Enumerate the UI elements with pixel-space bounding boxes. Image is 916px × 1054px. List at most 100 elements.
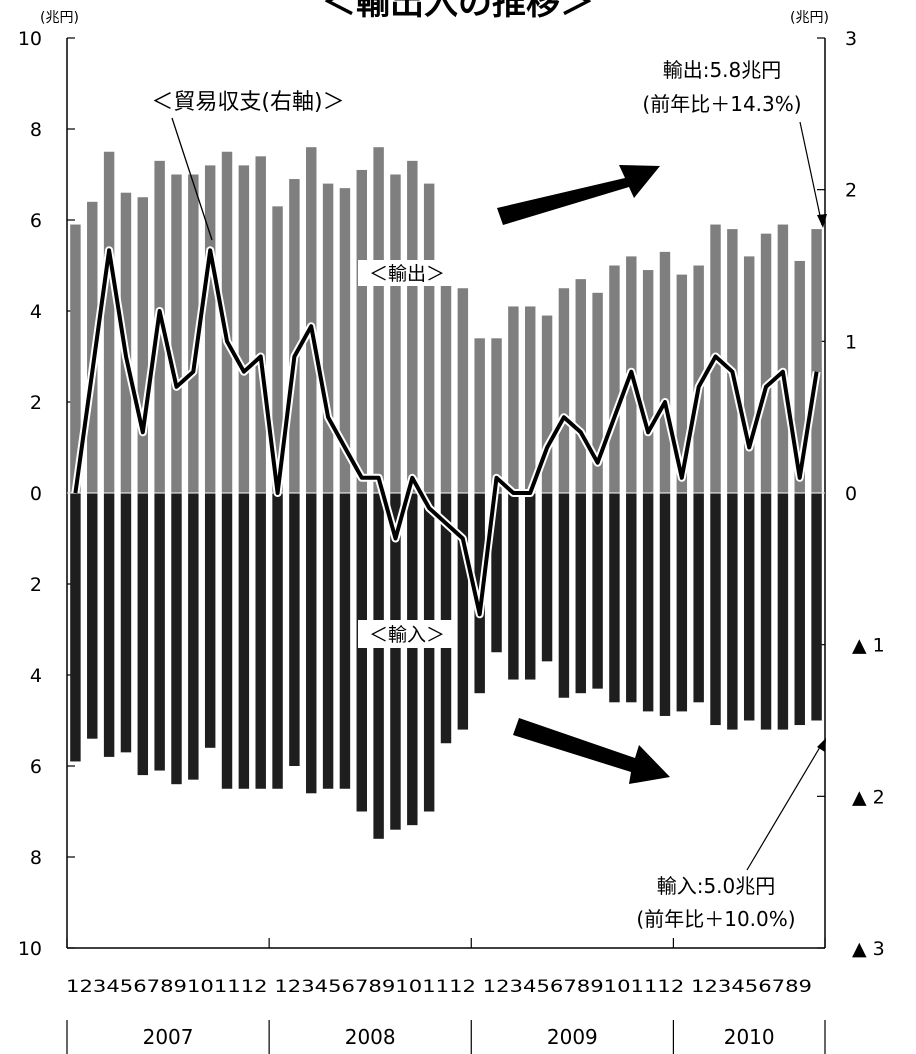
export-bar — [306, 147, 317, 493]
import-bar — [794, 493, 805, 726]
import-series-label: ＜輸入＞ — [369, 624, 445, 646]
export-bar — [609, 265, 620, 493]
export-bar — [255, 156, 266, 494]
import-bar — [407, 493, 418, 826]
export-bar — [777, 224, 789, 494]
export-annotation-arrowhead — [817, 214, 827, 228]
chart-title: ＜輸出入の推移＞ — [322, 0, 594, 23]
right-tick-label: 3 — [845, 28, 857, 50]
left-tick-label: 8 — [30, 119, 42, 141]
export-trend-arrow — [497, 165, 660, 225]
import-bar — [575, 493, 586, 694]
import-bar — [322, 493, 334, 789]
import-bar — [457, 493, 469, 730]
left-tick-label: 6 — [30, 756, 42, 778]
left-tick-label: 2 — [30, 574, 42, 596]
left-tick-label: 0 — [30, 483, 42, 505]
import-bar — [238, 493, 250, 789]
import-bar — [373, 493, 384, 839]
export-annotation-pointer — [799, 121, 823, 226]
export-bar — [373, 147, 384, 493]
import-latest-annotation: 輸入:5.0兆円 — [657, 874, 776, 898]
export-bar — [272, 206, 283, 493]
import-annotation-pointer — [746, 741, 824, 871]
import-bar — [592, 493, 603, 689]
right-tick-label: ▲ 1 — [852, 635, 885, 657]
export-bar — [70, 224, 81, 494]
import-bar — [171, 493, 182, 785]
export-bar — [491, 338, 502, 493]
import-bar — [120, 493, 132, 753]
export-series-label: ＜輸出＞ — [369, 263, 445, 285]
import-bar — [743, 493, 755, 721]
export-bar — [339, 188, 351, 493]
left-tick-label: 6 — [30, 210, 42, 232]
import-trend-arrow — [513, 718, 670, 784]
export-bar — [541, 315, 553, 493]
left-tick-label: 8 — [30, 847, 42, 869]
import-bar — [609, 493, 620, 703]
export-yoy-annotation: (前年比＋14.3%) — [642, 92, 801, 116]
import-bar — [188, 493, 199, 780]
import-bar — [70, 493, 81, 762]
import-bar — [221, 493, 233, 789]
import-bar — [103, 493, 115, 757]
export-bar — [811, 229, 822, 493]
import-bar — [626, 493, 637, 703]
left-tick-label: 4 — [30, 665, 42, 687]
export-bar — [423, 183, 435, 493]
year-label: 2008 — [345, 1025, 396, 1049]
import-bar — [204, 493, 216, 748]
import-bar — [87, 493, 98, 739]
export-bar — [171, 174, 182, 493]
import-label-box — [358, 620, 456, 648]
right-tick-label: ▲ 3 — [852, 938, 885, 960]
import-bar — [541, 493, 553, 662]
right-unit-label: (兆円) — [790, 10, 829, 26]
import-bar — [659, 493, 671, 716]
export-bar — [390, 174, 401, 493]
left-tick-label: 4 — [30, 301, 42, 323]
import-bar — [289, 493, 300, 766]
export-bar — [356, 169, 367, 493]
export-bar — [525, 306, 536, 493]
import-bar — [390, 493, 401, 830]
export-bar — [289, 179, 300, 494]
export-bar — [794, 260, 805, 493]
right-tick-label: 2 — [845, 180, 857, 202]
export-bar — [474, 338, 485, 493]
export-bar — [727, 229, 738, 493]
import-bar — [491, 493, 502, 653]
export-bar — [440, 265, 452, 493]
right-tick-label: 1 — [845, 331, 857, 353]
import-bar — [676, 493, 688, 712]
right-tick-label: 0 — [845, 483, 857, 505]
export-label-box — [358, 260, 456, 286]
export-bar — [188, 174, 199, 493]
export-bar — [558, 288, 570, 493]
export-bar — [322, 183, 334, 493]
export-bar — [743, 256, 755, 493]
left-tick-label: 2 — [30, 392, 42, 414]
export-bar — [676, 274, 688, 493]
export-bar — [457, 288, 469, 493]
year-label: 2007 — [143, 1025, 194, 1049]
right-tick-label: ▲ 2 — [852, 786, 885, 808]
import-bar — [642, 493, 654, 712]
import-bar — [339, 493, 351, 789]
import-bar — [440, 493, 452, 744]
import-bar — [760, 493, 772, 730]
import-bar — [558, 493, 570, 698]
export-bar — [238, 165, 250, 493]
export-bar — [137, 197, 149, 493]
left-unit-label: (兆円) — [40, 10, 79, 26]
export-bar — [508, 306, 519, 493]
year-label: 2010 — [724, 1025, 775, 1049]
import-bar — [710, 493, 721, 726]
import-bar — [423, 493, 435, 812]
export-bar — [407, 160, 418, 493]
export-bar — [760, 233, 772, 493]
import-bar — [154, 493, 165, 771]
import-bar — [693, 493, 704, 703]
